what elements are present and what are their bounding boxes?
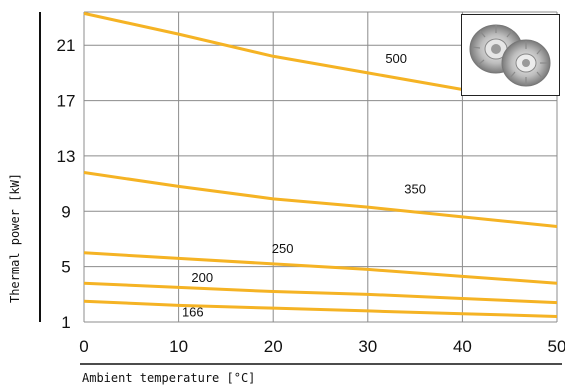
series-line-500 (83, 11, 463, 91)
tick-labels: 1 5 9 13 17 21 0 10 20 30 40 50 (57, 36, 565, 356)
x-tick-label: 10 (169, 337, 188, 356)
y-tick-label: 13 (57, 147, 76, 166)
x-axis-title: Ambient temperature [°C] (82, 371, 255, 385)
x-tick-label: 20 (264, 337, 283, 356)
y-tick-label: 5 (61, 258, 70, 277)
series-label-350: 350 (404, 181, 426, 196)
series-label-200: 200 (191, 270, 213, 285)
axes (39, 12, 562, 365)
curves (83, 11, 558, 318)
curve-labels: 500 350 250 200 166 (182, 51, 426, 319)
y-tick-label: 17 (57, 92, 76, 111)
y-tick-label: 21 (57, 36, 76, 55)
series-label-166: 166 (182, 304, 204, 319)
product-photo-inset (461, 14, 560, 96)
series-label-500: 500 (385, 51, 407, 66)
coupling-product-image (469, 24, 551, 87)
series-line-200 (83, 281, 558, 305)
x-tick-label: 50 (548, 337, 565, 356)
x-tick-label: 0 (79, 337, 88, 356)
series-line-250 (83, 251, 558, 285)
series-line-350 (83, 171, 558, 229)
series-line-166 (83, 299, 558, 318)
x-tick-label: 40 (453, 337, 472, 356)
y-tick-label: 9 (61, 202, 70, 221)
y-axis-title: Thermal power [kW] (8, 173, 22, 303)
y-tick-label: 1 (61, 313, 70, 332)
series-label-250: 250 (272, 241, 294, 256)
x-tick-label: 30 (358, 337, 377, 356)
